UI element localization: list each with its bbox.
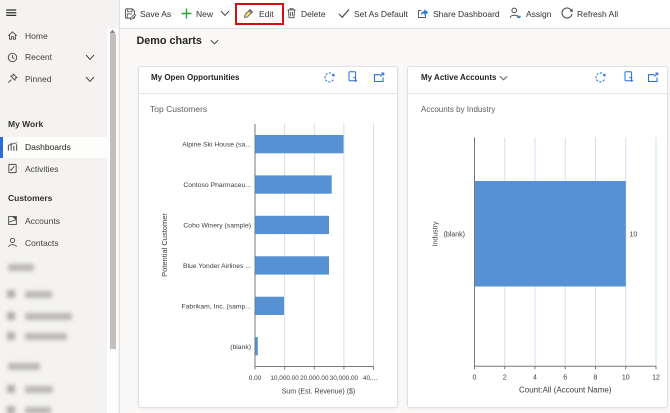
svg-text:Top Customers: Top Customers	[150, 104, 207, 114]
svg-text:20,000.00: 20,000.00	[300, 375, 329, 382]
svg-text:8: 8	[594, 375, 598, 382]
svg-text:Fabrikam, Inc. (samp...: Fabrikam, Inc. (samp...	[182, 303, 252, 310]
svg-text:(blank): (blank)	[444, 231, 465, 238]
svg-text:6: 6	[563, 375, 567, 382]
svg-text:Alpine Ski House (sa...: Alpine Ski House (sa...	[182, 142, 251, 149]
svg-text:4: 4	[533, 375, 537, 382]
svg-text:10: 10	[630, 231, 638, 238]
svg-text:Contoso Pharmaceu...: Contoso Pharmaceu...	[183, 182, 251, 189]
svg-text:Industry: Industry	[433, 221, 440, 246]
svg-text:10,000.00: 10,000.00	[270, 375, 299, 382]
svg-text:40,...: 40,...	[363, 375, 377, 382]
svg-text:Blue Yonder Airlines ...: Blue Yonder Airlines ...	[183, 263, 251, 270]
svg-text:2: 2	[503, 375, 507, 382]
svg-text:(blank): (blank)	[230, 344, 251, 351]
svg-text:12: 12	[652, 375, 660, 382]
svg-text:30,000.00: 30,000.00	[330, 375, 359, 382]
svg-text:0.00: 0.00	[249, 375, 262, 382]
svg-text:Sum (Est. Revenue) ($): Sum (Est. Revenue) ($)	[282, 389, 356, 396]
svg-text:10: 10	[622, 375, 630, 382]
svg-text:Coho Winery (sample): Coho Winery (sample)	[183, 223, 251, 230]
svg-text:Potential Customer: Potential Customer	[160, 213, 169, 277]
svg-text:Accounts by Industry: Accounts by Industry	[421, 105, 495, 114]
svg-text:0: 0	[473, 375, 477, 382]
svg-text:Count:All (Account Name): Count:All (Account Name)	[519, 386, 612, 395]
